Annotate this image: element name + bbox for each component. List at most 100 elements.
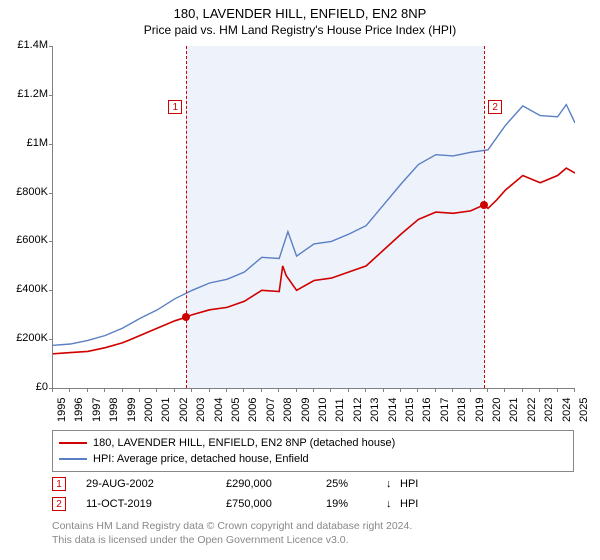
footnote-line-2: This data is licensed under the Open Gov… <box>52 534 574 548</box>
x-tick-label: 2006 <box>247 398 259 422</box>
y-tick-label: £200K <box>2 332 48 344</box>
x-tick-mark <box>296 388 297 392</box>
x-tick-label: 2017 <box>439 398 451 422</box>
transaction-dot-2 <box>480 201 488 209</box>
x-tick-label: 1997 <box>91 398 103 422</box>
footnote-line-1: Contains HM Land Registry data © Crown c… <box>52 520 574 534</box>
x-tick-label: 2021 <box>508 398 520 422</box>
x-tick-label: 2002 <box>178 398 190 422</box>
transaction-pct: 25% <box>326 478 386 490</box>
x-tick-label: 2015 <box>404 398 416 422</box>
x-tick-label: 2013 <box>369 398 381 422</box>
transaction-vline <box>186 46 187 388</box>
transaction-marker-2: 2 <box>488 100 502 114</box>
x-tick-label: 1995 <box>56 398 68 422</box>
x-tick-mark <box>156 388 157 392</box>
x-tick-label: 2025 <box>578 398 590 422</box>
x-tick-label: 1996 <box>73 398 85 422</box>
x-tick-mark <box>400 388 401 392</box>
x-tick-label: 2023 <box>543 398 555 422</box>
series-line-hpi <box>53 105 575 346</box>
x-tick-label: 1999 <box>126 398 138 422</box>
x-tick-mark <box>313 388 314 392</box>
x-tick-mark <box>522 388 523 392</box>
x-tick-mark <box>557 388 558 392</box>
x-tick-mark <box>504 388 505 392</box>
y-tick-label: £1M <box>2 137 48 149</box>
chart-plot-area: 12 <box>52 46 575 389</box>
x-tick-label: 2012 <box>352 398 364 422</box>
transaction-vline <box>484 46 485 388</box>
x-tick-label: 2010 <box>317 398 329 422</box>
x-tick-label: 1998 <box>108 398 120 422</box>
chart-legend: 180, LAVENDER HILL, ENFIELD, EN2 8NP (de… <box>52 430 574 472</box>
footnote: Contains HM Land Registry data © Crown c… <box>52 520 574 547</box>
x-tick-mark <box>243 388 244 392</box>
transaction-pct: 19% <box>326 498 386 510</box>
x-tick-label: 2000 <box>143 398 155 422</box>
transactions-table: 1 29-AUG-2002£290,00025%↓HPI 2 11-OCT-2019£… <box>52 474 574 514</box>
x-tick-mark <box>330 388 331 392</box>
legend-label-price-paid: 180, LAVENDER HILL, ENFIELD, EN2 8NP (de… <box>93 437 395 449</box>
x-tick-mark <box>452 388 453 392</box>
y-tick-label: £600K <box>2 234 48 246</box>
x-tick-mark <box>139 388 140 392</box>
y-tick-label: £1.2M <box>2 88 48 100</box>
x-tick-mark <box>487 388 488 392</box>
address-title: 180, LAVENDER HILL, ENFIELD, EN2 8NP <box>0 6 600 21</box>
transaction-hpi-label: HPI <box>400 478 440 490</box>
transaction-row-marker: 2 <box>52 497 66 511</box>
transaction-marker-1: 1 <box>168 100 182 114</box>
x-tick-label: 2024 <box>561 398 573 422</box>
x-tick-label: 2005 <box>230 398 242 422</box>
x-tick-mark <box>226 388 227 392</box>
transaction-row-marker: 1 <box>52 477 66 491</box>
x-tick-mark <box>122 388 123 392</box>
transaction-price: £750,000 <box>226 498 326 510</box>
x-tick-mark <box>174 388 175 392</box>
x-tick-mark <box>209 388 210 392</box>
x-tick-label: 2007 <box>265 398 277 422</box>
x-tick-mark <box>539 388 540 392</box>
x-tick-label: 2001 <box>160 398 172 422</box>
x-tick-mark <box>261 388 262 392</box>
x-tick-label: 2022 <box>526 398 538 422</box>
chart-svg <box>53 46 575 388</box>
x-tick-mark <box>417 388 418 392</box>
legend-swatch-price-paid <box>59 442 87 444</box>
x-tick-label: 2014 <box>387 398 399 422</box>
x-tick-mark <box>470 388 471 392</box>
x-tick-label: 2009 <box>300 398 312 422</box>
x-tick-mark <box>574 388 575 392</box>
legend-label-hpi: HPI: Average price, detached house, Enfi… <box>93 453 309 465</box>
x-tick-mark <box>348 388 349 392</box>
x-tick-label: 2004 <box>213 398 225 422</box>
x-tick-mark <box>87 388 88 392</box>
transaction-date: 11-OCT-2019 <box>86 498 226 510</box>
arrow-down-icon: ↓ <box>386 478 400 490</box>
legend-swatch-hpi <box>59 458 87 460</box>
x-tick-label: 2011 <box>334 398 346 422</box>
x-tick-label: 2008 <box>282 398 294 422</box>
x-tick-label: 2018 <box>456 398 468 422</box>
x-tick-label: 2020 <box>491 398 503 422</box>
x-tick-mark <box>52 388 53 392</box>
y-tick-label: £1.4M <box>2 39 48 51</box>
y-tick-label: £800K <box>2 186 48 198</box>
transaction-date: 29-AUG-2002 <box>86 478 226 490</box>
transaction-row: 1 29-AUG-2002£290,00025%↓HPI <box>52 474 574 494</box>
x-tick-label: 2016 <box>421 398 433 422</box>
y-tick-label: £0 <box>2 381 48 393</box>
transaction-row: 2 11-OCT-2019£750,00019%↓HPI <box>52 494 574 514</box>
transaction-price: £290,000 <box>226 478 326 490</box>
x-tick-mark <box>435 388 436 392</box>
x-tick-mark <box>69 388 70 392</box>
x-tick-mark <box>278 388 279 392</box>
transaction-hpi-label: HPI <box>400 498 440 510</box>
series-line-price_paid <box>53 168 575 354</box>
arrow-down-icon: ↓ <box>386 498 400 510</box>
y-tick-label: £400K <box>2 283 48 295</box>
chart-subtitle: Price paid vs. HM Land Registry's House … <box>0 23 600 37</box>
x-tick-label: 2003 <box>195 398 207 422</box>
x-tick-mark <box>365 388 366 392</box>
